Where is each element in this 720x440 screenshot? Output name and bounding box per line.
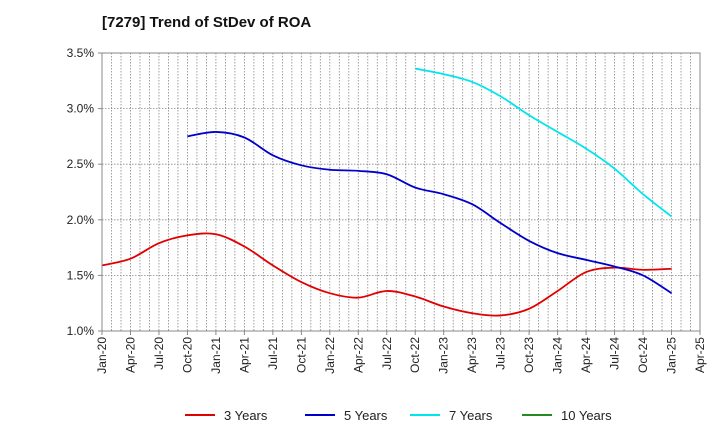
x-tick-label: Jan-23 (437, 337, 451, 374)
grid (102, 53, 700, 331)
x-tick-label: Apr-23 (465, 337, 479, 373)
x-tick-label: Oct-20 (180, 337, 194, 373)
x-tick-label: Oct-23 (522, 337, 536, 373)
x-tick-label: Jan-22 (323, 337, 337, 374)
x-tick-label: Apr-20 (123, 337, 137, 373)
x-tick-label: Oct-22 (408, 337, 422, 373)
x-tick-label: Oct-24 (636, 337, 650, 373)
x-tick-label: Jan-21 (209, 337, 223, 374)
x-tick-label: Apr-25 (693, 337, 707, 373)
legend-label-3-years: 3 Years (224, 408, 268, 423)
plot-frame (101, 52, 701, 332)
x-tick-label: Apr-22 (351, 337, 365, 373)
y-tick-label: 2.0% (67, 213, 95, 227)
x-tick-label: Jan-25 (665, 337, 679, 374)
x-tick-label: Jul-23 (494, 337, 508, 370)
legend-label-5-years: 5 Years (344, 408, 388, 423)
x-tick-label: Oct-21 (294, 337, 308, 373)
y-tick-label: 2.5% (67, 157, 95, 171)
series-line-7-years (415, 67, 673, 218)
x-tick-label: Jul-21 (266, 337, 280, 370)
y-tick-label: 1.5% (67, 268, 95, 282)
x-tick-label: Jul-20 (152, 337, 166, 370)
y-axis-ticks: 1.0% 1.5% 2.0% 2.5% 3.0% 3.5% (67, 46, 102, 338)
y-tick-label: 3.0% (67, 102, 95, 116)
series-lines (101, 67, 673, 317)
x-axis-ticks: Jan-20 Apr-20 Jul-20 Oct-20 Jan-21 Apr-21 Jul-… (95, 331, 707, 374)
series-line-3-years (101, 232, 672, 317)
y-tick-label: 1.0% (67, 324, 95, 338)
x-tick-label: Jan-24 (551, 337, 565, 374)
legend-label-7-years: 7 Years (449, 408, 493, 423)
x-tick-label: Apr-21 (237, 337, 251, 373)
chart-title: [7279] Trend of StDev of ROA (102, 14, 312, 31)
x-tick-label: Jan-20 (95, 337, 109, 374)
legend: 3 Years 5 Years 7 Years 10 Years (185, 408, 612, 423)
x-tick-label: Jul-24 (608, 337, 622, 370)
x-tick-label: Jul-22 (380, 337, 394, 370)
y-tick-label: 3.5% (67, 46, 95, 60)
x-tick-label: Apr-24 (579, 337, 593, 373)
series-line-5-years (187, 131, 673, 294)
legend-label-10-years: 10 Years (561, 408, 612, 423)
